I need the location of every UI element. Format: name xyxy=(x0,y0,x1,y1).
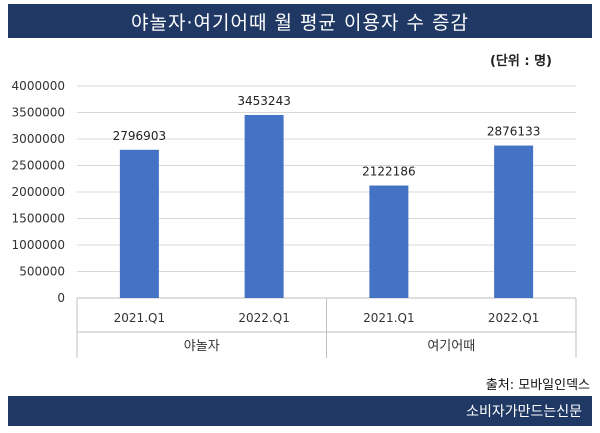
group-label: 여기어때 xyxy=(427,339,475,354)
data-label: 2796903 xyxy=(113,129,166,143)
footer-bar: 소비자가만드는신문 xyxy=(8,396,592,426)
source-note: 출처: 모바일인덱스 xyxy=(485,378,590,393)
y-tick-label: 4000000 xyxy=(12,79,65,93)
bar xyxy=(369,185,409,298)
x-tick-label: 2022.Q1 xyxy=(488,311,539,325)
x-tick-label: 2022.Q1 xyxy=(238,311,289,325)
y-tick-label: 1000000 xyxy=(12,238,65,252)
bar xyxy=(119,149,159,298)
data-label: 2876133 xyxy=(487,125,540,139)
y-tick-label: 2000000 xyxy=(12,185,65,199)
chart-title: 야놀자·여기어때 월 평균 이용자 수 증감 xyxy=(8,4,592,38)
publisher-name: 소비자가만드는신문 xyxy=(466,404,582,420)
x-tick-label: 2021.Q1 xyxy=(114,311,165,325)
bar xyxy=(244,114,284,298)
bar xyxy=(494,145,534,298)
y-tick-label: 1500000 xyxy=(12,212,65,226)
y-tick-label: 3500000 xyxy=(12,106,65,120)
y-tick-label: 3000000 xyxy=(12,132,65,146)
group-label: 야놀자 xyxy=(184,339,220,354)
y-tick-label: 0 xyxy=(57,291,65,305)
y-tick-label: 500000 xyxy=(19,265,65,279)
unit-note: (단위 : 명) xyxy=(489,54,552,69)
data-label: 2122186 xyxy=(362,165,415,179)
data-label: 3453243 xyxy=(237,94,290,108)
y-tick-label: 2500000 xyxy=(12,159,65,173)
x-tick-label: 2021.Q1 xyxy=(363,311,414,325)
